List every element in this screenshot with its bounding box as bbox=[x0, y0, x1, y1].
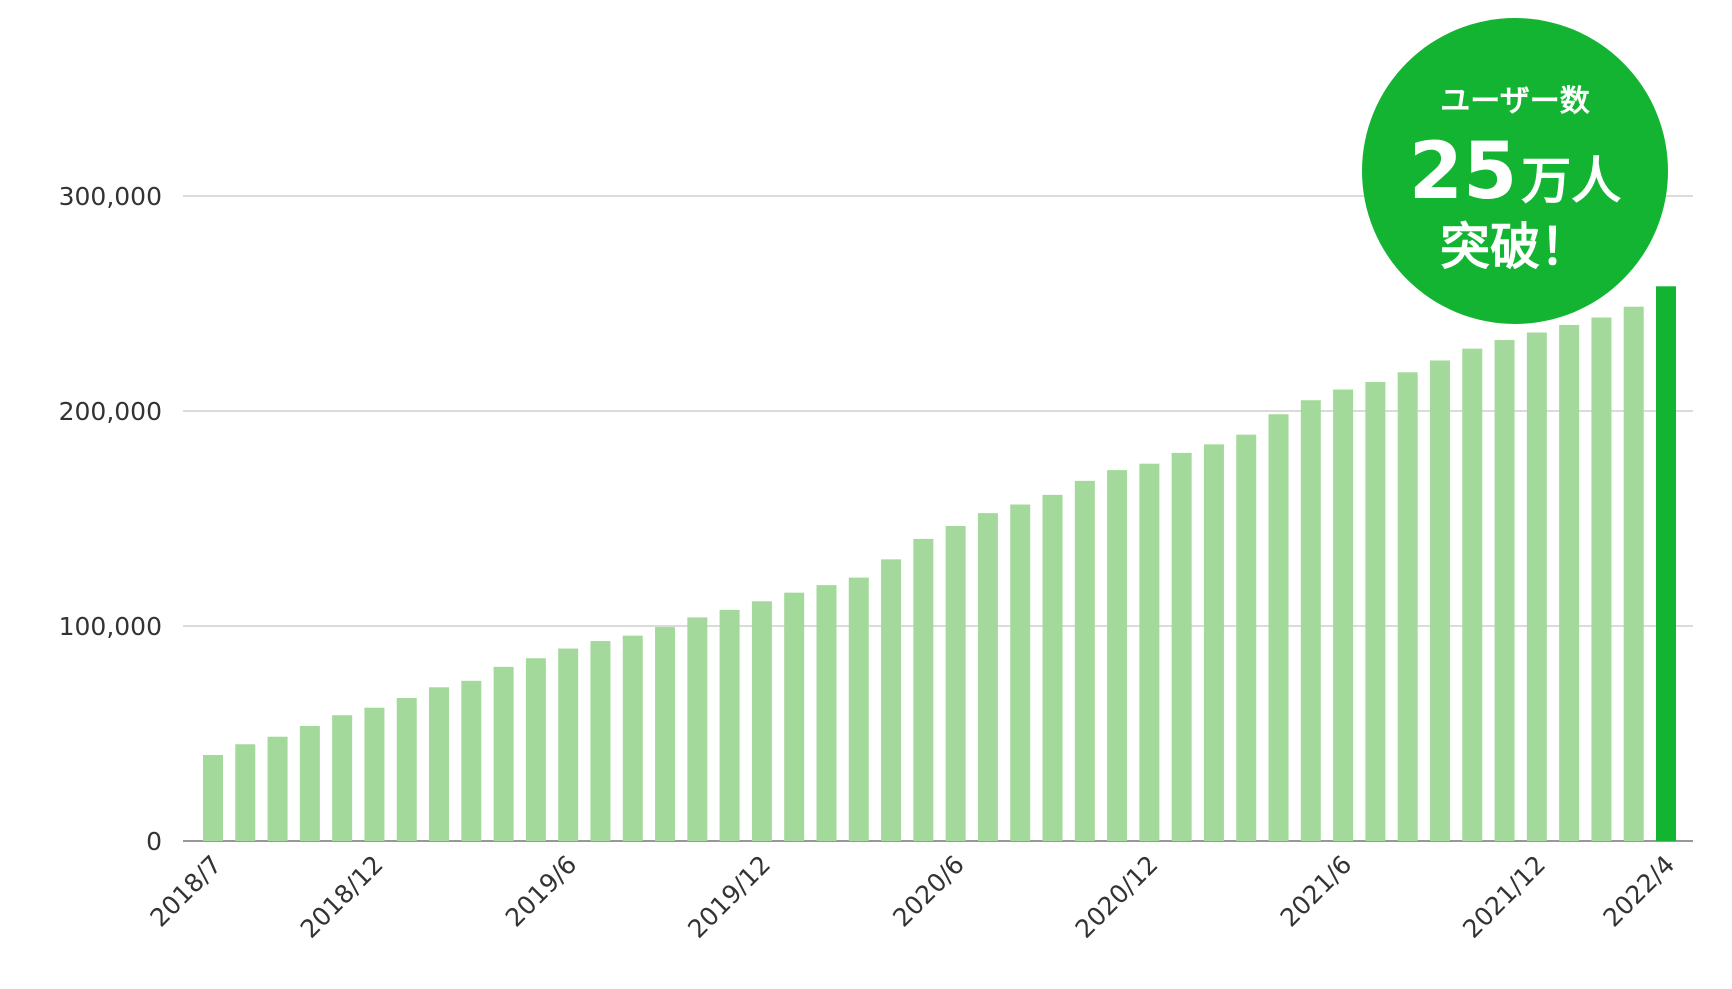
bar bbox=[299, 725, 320, 841]
y-tick-label: 200,000 bbox=[59, 397, 162, 426]
bar bbox=[1333, 389, 1354, 841]
bar bbox=[1074, 480, 1095, 841]
y-axis: 0 100,000 200,000 300,000 bbox=[59, 182, 162, 856]
bar-series bbox=[203, 286, 1676, 842]
badge-number-line: 25万人 bbox=[1409, 127, 1622, 217]
bar bbox=[1526, 332, 1547, 841]
bar bbox=[332, 715, 353, 841]
bar bbox=[1300, 400, 1321, 841]
bar bbox=[429, 687, 450, 841]
bar bbox=[396, 698, 417, 841]
bar bbox=[1462, 348, 1483, 841]
users-milestone-badge: ユーザー数 25万人 突破！ bbox=[1362, 18, 1668, 324]
bar bbox=[525, 658, 546, 841]
bar-highlight bbox=[1656, 286, 1676, 841]
bar bbox=[1139, 463, 1160, 841]
bar bbox=[719, 609, 740, 841]
bar bbox=[364, 707, 385, 841]
badge-circle bbox=[1362, 18, 1668, 324]
bar bbox=[848, 577, 869, 841]
bar bbox=[687, 617, 708, 841]
bar bbox=[590, 641, 611, 841]
y-tick-label: 0 bbox=[146, 827, 162, 856]
y-tick-label: 100,000 bbox=[59, 612, 162, 641]
x-tick-label: 2022/4 bbox=[1598, 850, 1681, 933]
bar bbox=[1268, 414, 1289, 841]
x-tick-label: 2019/12 bbox=[682, 850, 776, 944]
bar bbox=[1107, 470, 1128, 841]
x-axis: 2018/7 2018/12 2019/6 2019/12 2020/6 2020/12 2… bbox=[145, 850, 1681, 944]
x-tick-label: 2020/6 bbox=[887, 850, 970, 933]
bar bbox=[1171, 452, 1192, 841]
bar bbox=[1042, 494, 1063, 841]
bar bbox=[558, 648, 579, 841]
badge-suffix: 突破！ bbox=[1440, 218, 1590, 276]
bar bbox=[1559, 325, 1580, 841]
bar bbox=[816, 585, 837, 841]
bar bbox=[1203, 444, 1224, 841]
bar bbox=[1591, 317, 1612, 842]
badge-unit: 万人 bbox=[1521, 152, 1621, 210]
bar bbox=[881, 559, 902, 841]
bar bbox=[1365, 381, 1386, 841]
badge-number: 25 bbox=[1409, 127, 1518, 217]
x-tick-label: 2019/6 bbox=[500, 850, 583, 933]
x-tick-label: 2018/12 bbox=[295, 850, 389, 944]
bar bbox=[751, 601, 772, 841]
bar bbox=[461, 680, 482, 841]
bar bbox=[493, 666, 514, 841]
bar bbox=[784, 592, 805, 841]
x-tick-label: 2021/6 bbox=[1275, 850, 1358, 933]
bar bbox=[913, 538, 934, 841]
bar bbox=[1429, 360, 1450, 841]
x-tick-label: 2021/12 bbox=[1457, 850, 1551, 944]
bar bbox=[1623, 306, 1644, 842]
bar bbox=[1397, 372, 1418, 841]
y-tick-label: 300,000 bbox=[59, 182, 162, 211]
bar bbox=[1236, 434, 1257, 841]
bar bbox=[945, 526, 966, 841]
bar bbox=[267, 736, 288, 841]
x-tick-label: 2020/12 bbox=[1070, 850, 1164, 944]
bar bbox=[622, 635, 643, 841]
badge-label: ユーザー数 bbox=[1440, 84, 1590, 119]
bar bbox=[1010, 504, 1031, 841]
bar bbox=[655, 627, 676, 841]
bar bbox=[1494, 340, 1515, 841]
bar bbox=[235, 744, 256, 841]
bar bbox=[203, 755, 223, 841]
bar bbox=[977, 513, 998, 841]
x-tick-label: 2018/7 bbox=[145, 850, 228, 933]
